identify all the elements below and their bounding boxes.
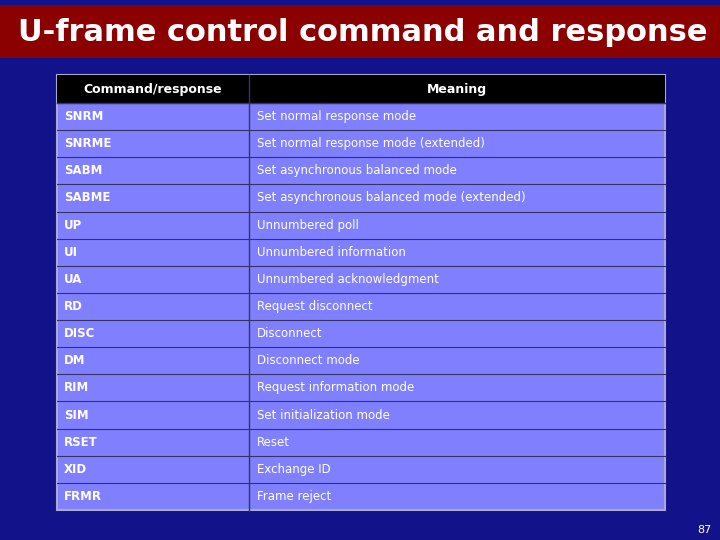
- Text: Unnumbered information: Unnumbered information: [256, 246, 405, 259]
- Text: RSET: RSET: [64, 436, 98, 449]
- Text: UI: UI: [64, 246, 78, 259]
- Text: Exchange ID: Exchange ID: [256, 463, 330, 476]
- Text: RD: RD: [64, 300, 83, 313]
- Text: SNRM: SNRM: [64, 110, 104, 123]
- Text: Disconnect mode: Disconnect mode: [256, 354, 359, 367]
- Text: Set normal response mode (extended): Set normal response mode (extended): [256, 137, 485, 150]
- Text: FRMR: FRMR: [64, 490, 102, 503]
- Text: RIM: RIM: [64, 381, 89, 394]
- Text: Command/response: Command/response: [84, 83, 222, 96]
- Text: XID: XID: [64, 463, 87, 476]
- Text: UP: UP: [64, 219, 82, 232]
- Text: 87: 87: [698, 525, 712, 535]
- Text: DM: DM: [64, 354, 86, 367]
- Text: Request disconnect: Request disconnect: [256, 300, 372, 313]
- Text: SNRME: SNRME: [64, 137, 112, 150]
- Text: Set asynchronous balanced mode: Set asynchronous balanced mode: [256, 164, 456, 177]
- Text: DISC: DISC: [64, 327, 95, 340]
- FancyBboxPatch shape: [57, 75, 665, 510]
- Text: UA: UA: [64, 273, 82, 286]
- Text: Unnumbered poll: Unnumbered poll: [256, 219, 359, 232]
- Text: SABM: SABM: [64, 164, 102, 177]
- Text: SABME: SABME: [64, 192, 110, 205]
- Text: U-frame control command and response: U-frame control command and response: [18, 18, 708, 47]
- Text: Set initialization mode: Set initialization mode: [256, 409, 390, 422]
- Text: SIM: SIM: [64, 409, 89, 422]
- Text: Meaning: Meaning: [427, 83, 487, 96]
- Text: Request information mode: Request information mode: [256, 381, 414, 394]
- Text: Set asynchronous balanced mode (extended): Set asynchronous balanced mode (extended…: [256, 192, 525, 205]
- Text: Reset: Reset: [256, 436, 289, 449]
- Text: Unnumbered acknowledgment: Unnumbered acknowledgment: [256, 273, 438, 286]
- Text: Disconnect: Disconnect: [256, 327, 322, 340]
- FancyBboxPatch shape: [57, 75, 665, 103]
- FancyBboxPatch shape: [0, 5, 720, 58]
- Text: Frame reject: Frame reject: [256, 490, 330, 503]
- Text: Set normal response mode: Set normal response mode: [256, 110, 415, 123]
